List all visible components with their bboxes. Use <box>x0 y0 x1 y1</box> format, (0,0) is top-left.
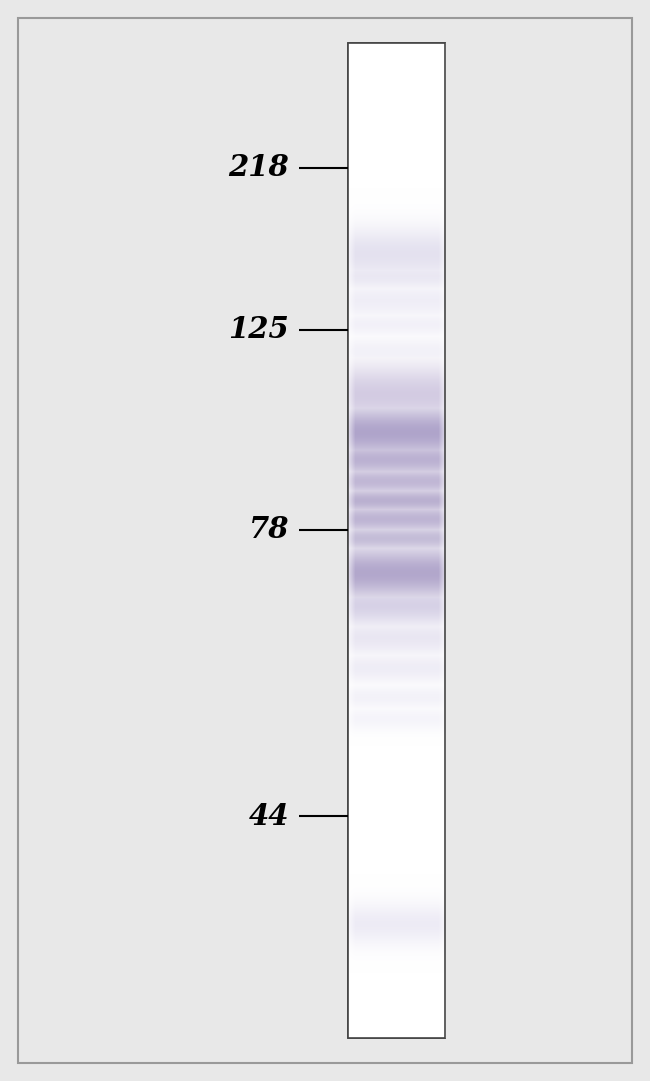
Text: 125: 125 <box>229 316 289 344</box>
Bar <box>348 43 445 1038</box>
Text: 44: 44 <box>249 802 289 830</box>
Text: 218: 218 <box>229 154 289 182</box>
Bar <box>348 43 445 1038</box>
Text: 78: 78 <box>249 516 289 544</box>
